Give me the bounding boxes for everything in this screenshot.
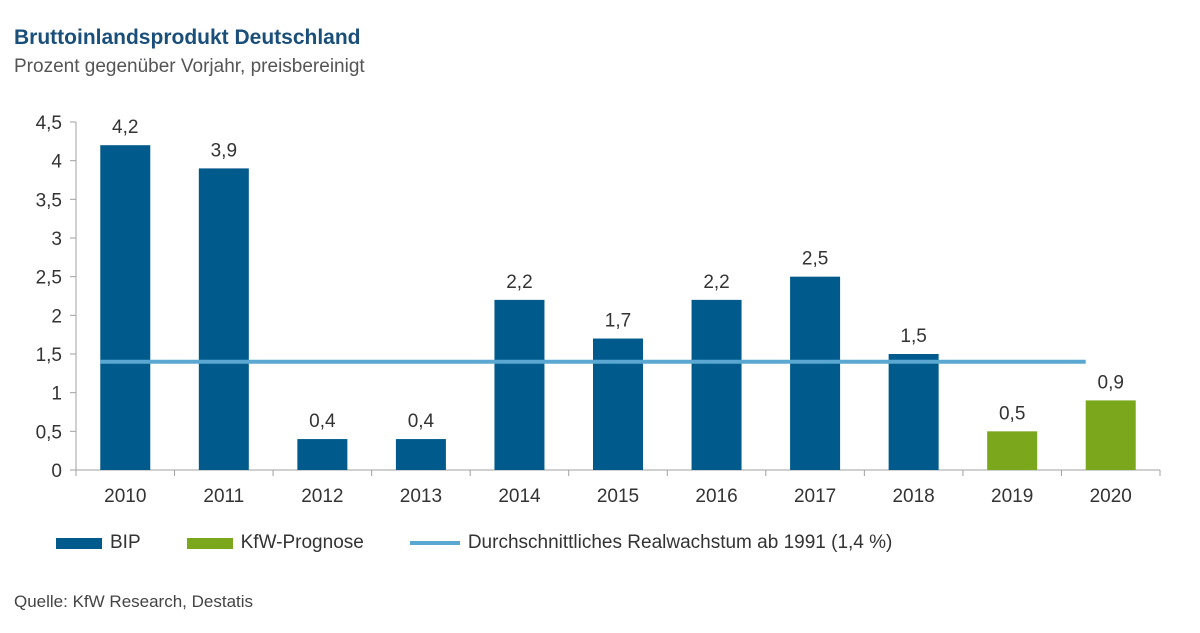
data-label: 0,4	[408, 411, 435, 432]
x-tick-label: 2011	[203, 486, 244, 507]
y-tick-label: 0	[51, 461, 62, 482]
bar-bip	[790, 276, 841, 470]
x-tick-label: 2015	[597, 486, 639, 507]
bar-bip	[198, 168, 249, 470]
x-tick-label: 2020	[1090, 486, 1132, 507]
bar-bip	[297, 439, 348, 470]
bar-bip	[691, 299, 742, 470]
x-tick-label: 2013	[400, 486, 442, 507]
x-tick-label: 2014	[498, 486, 541, 507]
y-tick-label: 3	[51, 229, 62, 250]
bar-bip	[888, 354, 939, 470]
y-tick-label: 2,5	[36, 268, 62, 289]
legend-swatch-average	[409, 541, 460, 545]
data-label: 4,2	[112, 117, 138, 138]
bar-forecast	[987, 431, 1038, 470]
y-tick-label: 0,5	[36, 422, 62, 443]
legend-swatch-bip	[56, 537, 102, 549]
y-tick-label: 1	[51, 384, 62, 405]
y-tick-label: 1,5	[36, 345, 62, 366]
x-tick-label: 2016	[695, 486, 737, 507]
bar-bip	[100, 145, 151, 470]
data-label: 2,5	[802, 249, 828, 270]
legend-item-bip: BIP	[56, 532, 141, 554]
x-tick-label: 2019	[991, 486, 1033, 507]
data-label: 2,2	[506, 272, 532, 293]
source-note: Quelle: KfW Research, Destatis	[14, 592, 254, 611]
x-tick-label: 2010	[104, 486, 146, 507]
data-label: 0,5	[999, 403, 1025, 424]
legend-label-forecast: KfW-Prognose	[240, 532, 364, 553]
legend-item-forecast: KfW-Prognose	[186, 532, 364, 554]
y-tick-label: 3,5	[36, 190, 62, 211]
chart-subtitle: Prozent gegenüber Vorjahr, preisbereinig…	[14, 56, 365, 77]
data-label: 2,2	[703, 272, 729, 293]
legend-swatch-forecast	[186, 537, 233, 549]
y-tick-label: 4,5	[36, 113, 62, 134]
y-tick-label: 2	[51, 306, 62, 327]
x-tick-label: 2017	[794, 486, 836, 507]
data-label: 3,9	[211, 140, 237, 161]
bar-forecast	[1085, 400, 1136, 470]
bar-bip	[494, 299, 545, 470]
bar-bip	[395, 439, 446, 470]
x-tick-label: 2012	[301, 486, 343, 507]
chart-title: Bruttoinlandsprodukt Deutschland	[14, 26, 361, 49]
bar-bip	[593, 338, 643, 470]
x-tick-label: 2018	[892, 486, 934, 507]
data-label: 0,4	[309, 411, 336, 432]
legend-item-average: Durchschnittliches Realwachstum ab 1991 …	[409, 532, 893, 554]
y-tick-label: 4	[51, 152, 62, 173]
data-label: 1,5	[900, 326, 926, 347]
chart-legend: BIP KfW-Prognose Durchschnittliches Real…	[56, 532, 938, 554]
legend-label-average: Durchschnittliches Realwachstum ab 1991 …	[467, 532, 893, 553]
data-label: 0,9	[1098, 372, 1124, 393]
data-label: 1,7	[605, 311, 631, 332]
legend-label-bip: BIP	[110, 532, 141, 553]
